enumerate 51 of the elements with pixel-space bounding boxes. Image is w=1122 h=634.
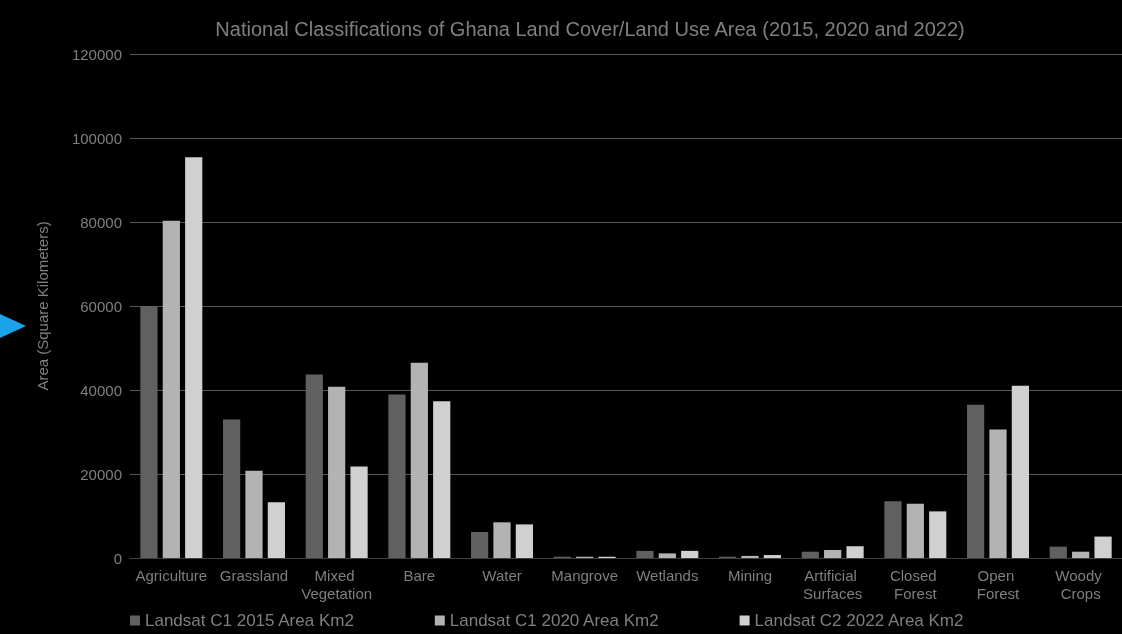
bar (884, 501, 902, 558)
bar (245, 470, 263, 558)
bar (846, 546, 864, 558)
bar (763, 555, 781, 558)
bar (824, 550, 842, 558)
legend-label: Landsat C2 2022 Area Km2 (754, 611, 964, 630)
x-tick-label: Grassland (219, 566, 289, 584)
y-tick-label: 20000 (80, 465, 122, 483)
bar (515, 524, 533, 558)
x-tick-label: Closed Forest (889, 566, 941, 602)
y-tick-label: 60000 (80, 297, 122, 315)
bar (636, 550, 654, 558)
bar (1072, 551, 1090, 558)
bar (1049, 546, 1067, 558)
x-tick-label: Wetlands (636, 566, 699, 584)
bar (1094, 536, 1112, 558)
bar (350, 466, 368, 558)
chart-title: National Classifications of Ghana Land Cover/Land Use Area (2015, 2020 and 2022) (215, 18, 965, 40)
y-tick-label: 100000 (71, 129, 122, 147)
bar (906, 503, 924, 558)
bar (410, 362, 428, 558)
bar (681, 550, 699, 558)
bar (493, 522, 511, 558)
bar (267, 502, 285, 558)
bar (741, 555, 759, 558)
y-tick-label: 40000 (80, 381, 122, 399)
bar (929, 511, 947, 558)
bar (433, 401, 451, 558)
bar (658, 553, 676, 558)
x-tick-label: Mixed Vegetation (301, 566, 373, 602)
bar (162, 220, 180, 558)
y-tick-label: 80000 (80, 213, 122, 231)
y-tick-label: 0 (113, 549, 122, 567)
bar (989, 429, 1007, 558)
bar (801, 551, 819, 558)
y-tick-label: 120000 (71, 45, 122, 63)
y-axis-title: Area (Square Kilometers) (34, 221, 51, 391)
x-tick-label: Mangrove (551, 566, 619, 584)
x-tick-label: Water (482, 566, 522, 584)
legend-label: Landsat C1 2015 Area Km2 (145, 611, 354, 630)
x-tick-label: Open Forest (976, 566, 1021, 602)
x-tick-label: Agriculture (135, 566, 208, 584)
x-tick-label: Artificial Surfaces (803, 566, 863, 602)
x-tick-label: Woody Crops (1055, 566, 1106, 602)
x-tick-label: Bare (403, 566, 436, 584)
x-tick-label: Mining (727, 566, 773, 584)
legend-label: Landsat C1 2020 Area Km2 (449, 611, 659, 630)
bar (328, 386, 346, 558)
bar (471, 531, 489, 558)
bar (185, 157, 203, 558)
bar (1011, 385, 1029, 558)
